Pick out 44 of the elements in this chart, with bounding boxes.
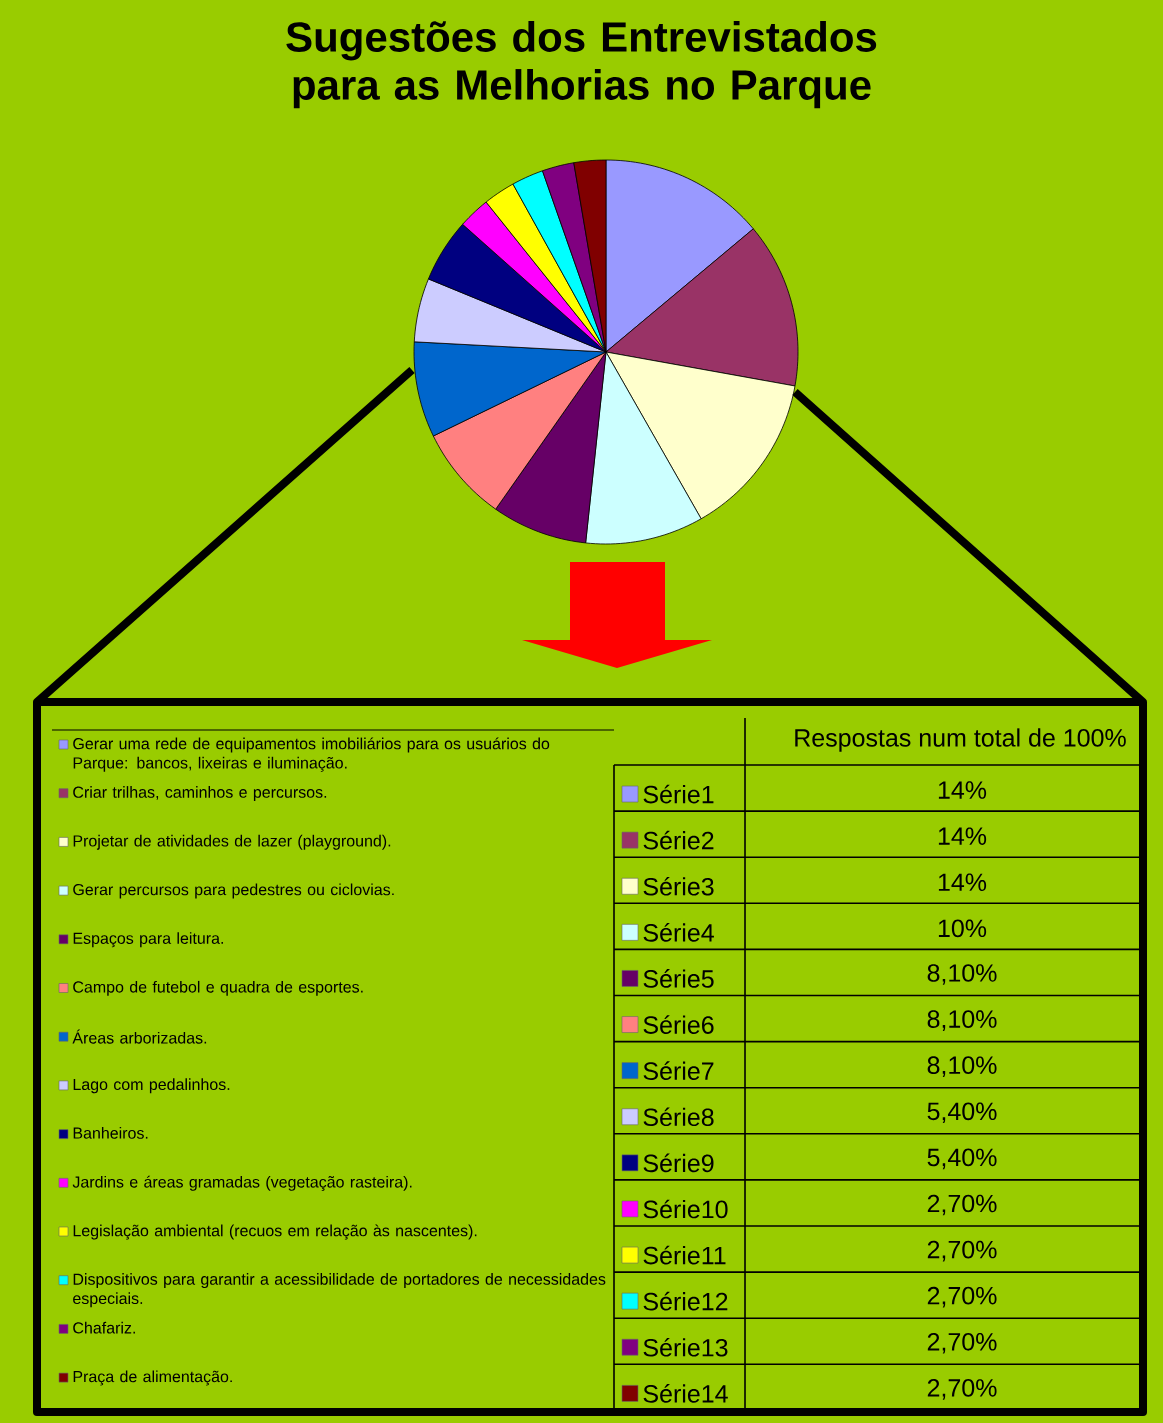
text: 2,70% [927, 1332, 997, 1354]
legend-label: Banheiros. [73, 1127, 148, 1139]
legend-label: Projetar de atividades de lazer (playground). [73, 834, 391, 850]
text: Série8 [643, 1107, 714, 1127]
legend-label: Áreas arborizadas. [72, 1029, 207, 1044]
text: Série14 [643, 1384, 728, 1403]
text: 8,10% [927, 964, 997, 985]
text: 14% [938, 827, 987, 845]
text: 5,40% [927, 1148, 997, 1170]
text: 14% [938, 873, 987, 892]
chart-title: Sugestões dos Entrevistados para as Melhorias no Parque [286, 21, 877, 109]
text: 2,70% [927, 1240, 997, 1262]
text: Respostas num total de 100% [795, 728, 1126, 752]
text: 5,40% [927, 1102, 997, 1124]
text: Série11 [643, 1245, 726, 1265]
text: 2,70% [927, 1194, 997, 1216]
text: Série4 [643, 923, 714, 942]
text: Série13 [643, 1337, 728, 1357]
text: 2,70% [927, 1379, 997, 1400]
legend-label: Criar trilhas, caminhos e percursos. [73, 786, 327, 802]
text: Série1 [643, 784, 714, 804]
text: 14% [938, 781, 987, 799]
text: Série7 [643, 1061, 714, 1080]
legend-label: Gerar percursos para pedestres ou ciclovias. [73, 883, 394, 899]
text: Série9 [643, 1153, 714, 1173]
text: Série12 [643, 1291, 728, 1311]
legend-label: Chafariz. [73, 1321, 135, 1334]
text: Série2 [643, 830, 714, 850]
text: 2,70% [927, 1286, 997, 1308]
text: 8,10% [927, 1056, 997, 1077]
text: Série6 [643, 1015, 714, 1034]
legend-label: Lago com pedalinhos. [73, 1078, 230, 1094]
legend-label: Gerar uma rede de equipamentos imobiliários para os usuários do Parque: bancos, lixeiras e iluminação. [73, 737, 550, 772]
text: Série3 [643, 876, 714, 896]
legend-label: Dispositivos para garantir a acessibilidade de portadores de necessidades especiais. [73, 1273, 606, 1308]
text: Série10 [643, 1199, 728, 1219]
text: 8,10% [927, 1010, 997, 1031]
legend-label: Legislação ambiental (recuos em relação às nascentes). [73, 1224, 477, 1240]
legend-label: Jardins e áreas gramadas (vegetação rasteira). [72, 1175, 412, 1191]
text: Série5 [643, 969, 714, 988]
legend-label: Espaços para leitura. [73, 932, 223, 948]
legend-label: Praça de alimentação. [73, 1370, 232, 1386]
legend-label: Campo de futebol e quadra de esportes. [73, 980, 363, 996]
text: 10% [938, 919, 987, 938]
